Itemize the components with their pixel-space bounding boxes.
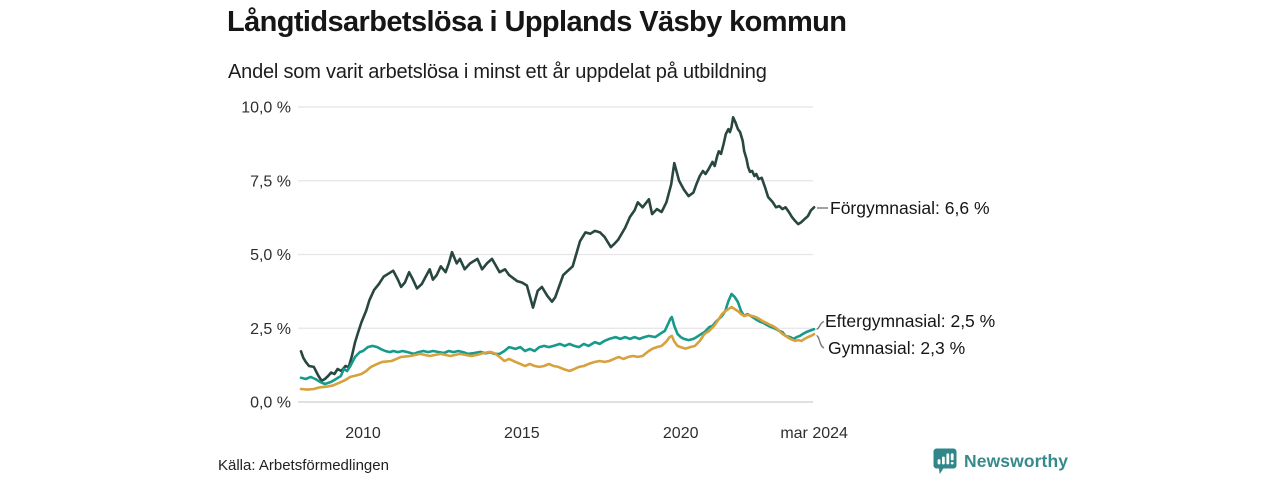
source-caption: Källa: Arbetsförmedlingen xyxy=(218,457,389,474)
brand-logo[interactable]: Newsworthy xyxy=(933,448,1068,475)
x-axis-tick-label: 2015 xyxy=(504,425,540,442)
y-axis-tick-label: 10,0 % xyxy=(241,100,291,117)
series-line-forgymnasial xyxy=(299,116,816,383)
brand-name: Newsworthy xyxy=(964,451,1069,471)
series-end-label-eftergymnasial: Eftergymnasial: 2,5 % xyxy=(825,311,996,331)
bar-chart-speech-bubble-icon xyxy=(933,448,957,475)
series-end-label-forgymnasial: Förgymnasial: 6,6 % xyxy=(830,198,990,218)
label-connector xyxy=(816,334,825,349)
y-axis-tick-label: 7,5 % xyxy=(250,173,291,190)
x-axis-tick-label: 2010 xyxy=(345,425,381,442)
series-end-label-gymnasial: Gymnasial: 2,3 % xyxy=(828,338,966,358)
y-axis-tick-label: 2,5 % xyxy=(250,321,291,338)
label-connector xyxy=(816,320,825,330)
x-axis-tick-label: mar 2024 xyxy=(780,425,848,442)
series-line-gymnasial xyxy=(299,305,816,391)
series-line-eftergymnasial xyxy=(299,292,816,386)
x-axis-tick-label: 2020 xyxy=(663,425,699,442)
chart-subtitle: Andel som varit arbetslösa i minst ett å… xyxy=(228,61,767,83)
page-title: Långtidsarbetslösa i Upplands Väsby komm… xyxy=(227,6,847,38)
y-axis-tick-label: 0,0 % xyxy=(250,395,291,412)
y-axis-tick-label: 5,0 % xyxy=(250,247,291,264)
